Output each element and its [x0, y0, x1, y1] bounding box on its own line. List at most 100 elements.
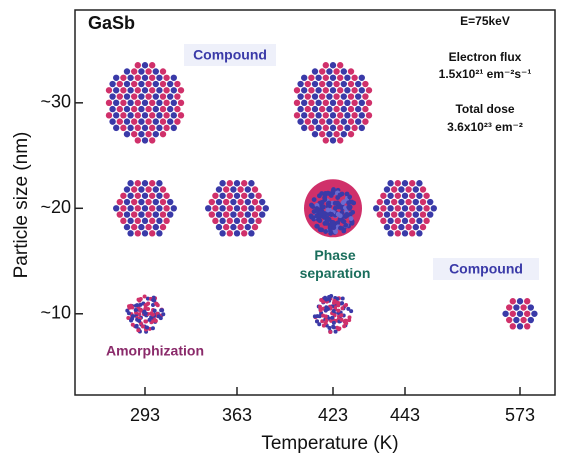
x-tick-label: 363	[222, 405, 252, 425]
atom	[380, 205, 386, 211]
atom	[315, 125, 321, 131]
atom	[387, 230, 393, 236]
atom	[156, 205, 162, 211]
atom	[348, 118, 354, 124]
atom	[348, 205, 353, 210]
atom	[160, 131, 166, 137]
atom	[131, 81, 137, 87]
atom	[315, 319, 319, 323]
atom	[160, 81, 166, 87]
atom	[127, 306, 131, 310]
atom	[333, 81, 339, 87]
atom	[237, 199, 243, 205]
atom	[413, 199, 419, 205]
atom	[135, 75, 141, 81]
atom	[124, 118, 130, 124]
atom	[339, 313, 343, 317]
atom	[297, 81, 303, 87]
atom	[109, 118, 115, 124]
atom	[351, 112, 357, 118]
atom	[212, 218, 218, 224]
atom	[259, 199, 265, 205]
atom	[355, 106, 361, 112]
atom	[330, 137, 336, 143]
atom	[135, 205, 141, 211]
atom	[127, 100, 133, 106]
atom	[323, 75, 329, 81]
atom	[241, 180, 247, 186]
atom	[145, 68, 151, 74]
atom	[326, 118, 332, 124]
atom	[351, 75, 357, 81]
atom	[138, 308, 142, 312]
atom	[167, 106, 173, 112]
atom	[362, 81, 368, 87]
atom	[255, 205, 261, 211]
atom	[138, 81, 144, 87]
atom	[149, 218, 155, 224]
atom	[135, 125, 141, 131]
atom	[138, 106, 144, 112]
atom	[517, 311, 523, 317]
atom	[223, 211, 229, 217]
atom	[109, 81, 115, 87]
atom	[384, 224, 390, 230]
atom	[346, 200, 351, 205]
atom	[329, 193, 334, 198]
atom	[312, 81, 318, 87]
atom	[333, 106, 339, 112]
atom	[156, 100, 162, 106]
atom	[248, 180, 254, 186]
atom	[315, 100, 321, 106]
atom	[124, 199, 130, 205]
atom	[335, 201, 340, 206]
atom	[153, 224, 159, 230]
atom	[319, 308, 323, 312]
atom	[248, 230, 254, 236]
atom	[219, 218, 225, 224]
atom	[219, 193, 225, 199]
atom	[395, 193, 401, 199]
atom	[387, 193, 393, 199]
atom	[154, 319, 158, 323]
atom	[163, 218, 169, 224]
annotation: E=75keV	[460, 14, 510, 28]
atom	[174, 81, 180, 87]
atom	[314, 206, 319, 211]
atom	[131, 118, 137, 124]
atom	[163, 100, 169, 106]
atom	[337, 62, 343, 68]
atom	[146, 307, 150, 311]
atom	[416, 218, 422, 224]
chart: GaSb E=75keV Electron flux 1.5x10²¹ em⁻²…	[0, 0, 561, 461]
atom	[171, 205, 177, 211]
atom	[124, 106, 130, 112]
atom	[109, 93, 115, 99]
atom	[362, 118, 368, 124]
atom	[127, 230, 133, 236]
y-tick-label: ~20	[40, 197, 71, 217]
atom	[395, 218, 401, 224]
atom	[209, 199, 215, 205]
atom	[252, 211, 258, 217]
particle	[125, 295, 165, 334]
particle	[313, 294, 353, 334]
atom	[341, 106, 347, 112]
atom	[245, 186, 251, 192]
atom	[131, 106, 137, 112]
atom	[398, 199, 404, 205]
atom	[324, 319, 328, 323]
atom	[331, 187, 336, 192]
atom	[319, 131, 325, 137]
atom	[149, 125, 155, 131]
atom	[156, 87, 162, 93]
atom	[153, 211, 159, 217]
atom	[405, 199, 411, 205]
atom	[109, 106, 115, 112]
atom	[336, 309, 340, 313]
atom	[127, 75, 133, 81]
atom	[344, 100, 350, 106]
atom	[142, 218, 148, 224]
atom	[312, 197, 317, 202]
atom	[167, 211, 173, 217]
